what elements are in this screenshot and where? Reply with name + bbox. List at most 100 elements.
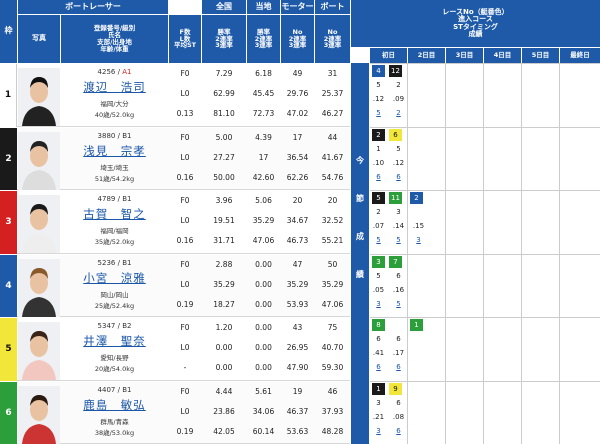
boat-stats: 50 35.29 47.06 bbox=[315, 255, 350, 315]
motor-header: モーター bbox=[281, 0, 314, 14]
motor-value: 34.67 bbox=[286, 216, 309, 225]
racer-info-header: 登録番号/級別 氏名 支部/出身地 年齢/体重 bbox=[61, 15, 168, 63]
race-result[interactable]: 5 bbox=[396, 236, 401, 244]
motor-stats: 19 46.37 53.63 bbox=[281, 382, 314, 442]
racer-age-weight: 35歳/52.0kg bbox=[94, 238, 135, 246]
st-timing: .41 bbox=[372, 349, 385, 357]
race-result[interactable]: 3 bbox=[376, 426, 381, 435]
boat-label: No bbox=[327, 27, 338, 36]
local-value: 5.61 bbox=[255, 386, 272, 396]
st-course: 2 bbox=[396, 81, 401, 89]
race-result[interactable]: 5 bbox=[376, 236, 381, 244]
racer-name-link[interactable]: 古賀 智之 bbox=[83, 207, 146, 221]
boat-value: 46 bbox=[327, 386, 338, 396]
local-stats: 5.06 35.29 47.06 bbox=[247, 191, 280, 251]
race-result[interactable]: 6 bbox=[376, 363, 381, 371]
local-value: 35.29 bbox=[252, 216, 275, 225]
race-result[interactable]: 5 bbox=[376, 109, 381, 117]
boat-value: 31 bbox=[327, 69, 338, 78]
racer-row: 3 4789 / B1 古賀 智之 福岡/福岡 35歳/52.0kg F0 L0 0.16 3… bbox=[0, 191, 350, 254]
racer-name-link[interactable]: 浅見 宗孝 bbox=[83, 143, 146, 158]
race-result[interactable]: 5 bbox=[396, 299, 401, 308]
reg-number: 5236 bbox=[97, 258, 116, 267]
avg-st: 0.16 bbox=[176, 236, 194, 245]
race-title-header: レースNo（艇番色） 進入コース STタイミング 成績 bbox=[351, 0, 600, 47]
day-3-header: 3日目 bbox=[446, 48, 483, 63]
st-timing: .12 bbox=[372, 95, 385, 103]
st-timing: .15 bbox=[412, 222, 425, 230]
st-course: 3 bbox=[396, 208, 401, 216]
st-timing: .16 bbox=[392, 285, 405, 294]
grid-row-divider bbox=[370, 126, 600, 128]
local-value: 0.00 bbox=[255, 343, 272, 352]
racer-branch: 群馬/青森 bbox=[100, 417, 129, 426]
racer-name-link[interactable]: 鹿島 敏弘 bbox=[83, 397, 146, 412]
photo-header: 写真 bbox=[18, 15, 60, 63]
racer-name-link[interactable]: 渡辺 浩司 bbox=[83, 80, 146, 94]
reg-number: 5347 bbox=[97, 322, 116, 330]
results-grid: 4 12 5 2.12.09 5 2 2 6 1 5.10.12 6 6 5 11 2 2 3.07.14.15… bbox=[370, 63, 600, 444]
local-stats: 5.61 34.06 60.14 bbox=[247, 382, 280, 442]
racer-portrait-icon bbox=[18, 68, 60, 126]
konsetsu-char: 今 bbox=[356, 156, 364, 165]
racer-photo bbox=[18, 258, 60, 317]
st-course: 5 bbox=[396, 144, 401, 153]
course-number: 9 bbox=[389, 382, 402, 395]
waku-number: 1 bbox=[0, 64, 17, 127]
racer-name-link[interactable]: 井澤 聖奈 bbox=[83, 334, 146, 348]
racer-name-link[interactable]: 小宮 涼雅 bbox=[83, 270, 146, 285]
racer-portrait-icon bbox=[18, 385, 60, 444]
race-result[interactable]: 3 bbox=[376, 299, 381, 308]
motor-value: 36.54 bbox=[286, 152, 309, 162]
title-line: レースNo（艇番色） bbox=[442, 7, 509, 16]
national-value: 0.00 bbox=[215, 363, 233, 372]
national-value: 50.00 bbox=[213, 172, 235, 182]
st-timing: .12 bbox=[392, 158, 405, 167]
racer-class: B1 bbox=[122, 131, 132, 140]
st-course: 6 bbox=[396, 398, 401, 407]
avg-st: 0.16 bbox=[176, 172, 194, 182]
racer-class: B1 bbox=[122, 258, 132, 267]
local-value: 42.60 bbox=[252, 172, 275, 182]
race-result[interactable]: 2 bbox=[396, 109, 401, 117]
race-result[interactable]: 6 bbox=[396, 363, 401, 371]
st-course: 5 bbox=[376, 271, 381, 280]
racer-branch: 岡山/岡山 bbox=[100, 290, 129, 299]
boat-label: 3連率 bbox=[323, 41, 342, 50]
national-value: 2.88 bbox=[215, 259, 233, 269]
course-number: 12 bbox=[389, 65, 402, 77]
local-stats: 6.18 45.45 72.73 bbox=[247, 64, 280, 124]
motor-value: 53.63 bbox=[286, 426, 309, 436]
motor-value: 46.73 bbox=[286, 236, 309, 245]
st-course: 1 bbox=[376, 144, 381, 153]
national-sub-header: 勝率 2連率 3連率 bbox=[202, 15, 246, 63]
st-timing: .07 bbox=[372, 222, 385, 230]
local-value: 5.06 bbox=[255, 196, 272, 205]
motor-value: 62.26 bbox=[286, 172, 309, 182]
race-number: 5 bbox=[372, 192, 385, 204]
boat-label: 2連率 bbox=[323, 34, 342, 43]
race-result[interactable]: 3 bbox=[416, 236, 421, 244]
racer-branch: 埼玉/埼玉 bbox=[100, 163, 129, 172]
st-course: 3 bbox=[376, 398, 381, 407]
l-count: L0 bbox=[180, 343, 190, 352]
national-stats: 7.29 62.99 81.10 bbox=[202, 64, 246, 124]
local-value: 0.00 bbox=[255, 279, 272, 289]
local-value: 0.00 bbox=[255, 259, 272, 269]
race-result[interactable]: 6 bbox=[396, 172, 401, 181]
reg-number: 4256 bbox=[97, 68, 116, 76]
race-result[interactable]: 6 bbox=[396, 426, 401, 435]
local-label: 3連率 bbox=[254, 41, 273, 50]
f-count: F0 bbox=[180, 132, 190, 142]
racer-reg-class: 4256 / A1 bbox=[97, 68, 132, 76]
local-sub-header: 勝率 2連率 3連率 bbox=[247, 15, 280, 63]
local-label: 2連率 bbox=[254, 34, 273, 43]
l-count: L0 bbox=[180, 152, 190, 162]
racer-portrait-icon bbox=[18, 258, 60, 317]
racer-reg-class: 4407 / B1 bbox=[97, 385, 132, 394]
racer-reg-class: 5236 / B1 bbox=[97, 258, 132, 267]
motor-stats: 43 26.95 47.90 bbox=[281, 318, 314, 378]
racer-portrait-icon bbox=[18, 131, 60, 190]
stats-l-label: L数 bbox=[179, 34, 191, 43]
race-result[interactable]: 6 bbox=[376, 172, 381, 181]
